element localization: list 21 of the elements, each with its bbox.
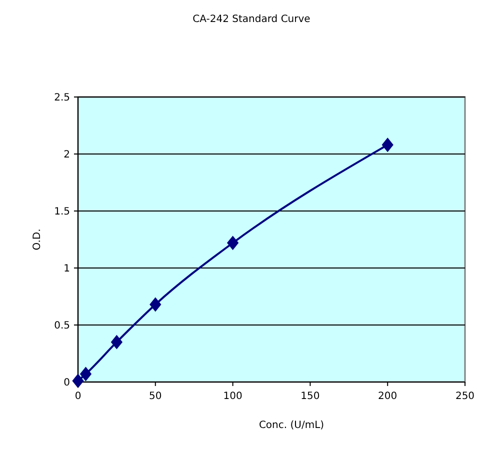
chart-title: CA-242 Standard Curve xyxy=(192,14,310,25)
point xyxy=(382,138,394,152)
y-tick-label: 0.5 xyxy=(54,320,70,332)
point xyxy=(110,334,123,350)
y-tick-label: 2 xyxy=(64,150,70,160)
x-tick-label: 100 xyxy=(223,391,242,402)
y-tick-label: 1.5 xyxy=(54,206,70,218)
x-tick-label: 250 xyxy=(455,391,475,402)
point xyxy=(80,366,92,382)
point xyxy=(72,374,84,388)
y-tick-label: 2.5 xyxy=(54,92,70,104)
point xyxy=(226,236,239,250)
x-tick-label: 150 xyxy=(300,391,320,402)
x-tick-label: 50 xyxy=(149,391,162,402)
y-tick-label: 0 xyxy=(64,378,70,388)
y-tick-label: 1 xyxy=(64,264,70,274)
x-tick-label: 200 xyxy=(378,391,398,402)
x-axis-title: Conc. (U/mL) xyxy=(258,420,324,431)
x-tick-label: 0 xyxy=(74,391,82,402)
y-axis-title: O.D. xyxy=(32,228,43,250)
point xyxy=(150,297,162,312)
